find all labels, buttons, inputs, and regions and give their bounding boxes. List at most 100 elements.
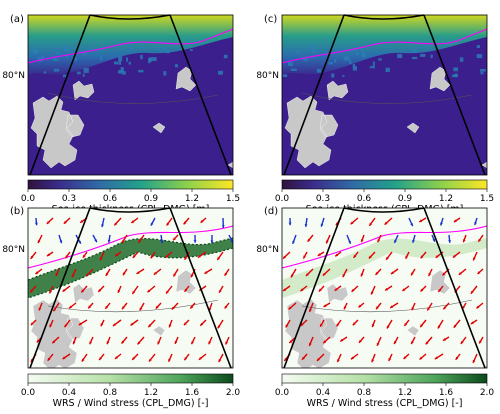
wind-arrow-head xyxy=(106,341,110,345)
wind-arrow-head xyxy=(478,238,482,242)
ice-patch xyxy=(163,71,167,76)
wind-arrow-head xyxy=(218,359,222,363)
colorbar-tick-label: 0.8 xyxy=(357,388,372,398)
ice-patch xyxy=(174,64,179,68)
wind-arrow-head xyxy=(336,323,340,327)
sector-left-edge xyxy=(283,14,345,176)
wind-arrow-head xyxy=(326,240,329,244)
latitude-label: 80°N xyxy=(256,245,279,255)
wind-arrow-head xyxy=(470,290,474,294)
wind-arrow-head xyxy=(419,356,423,360)
wind-arrow-head xyxy=(204,271,208,274)
ice-patch xyxy=(476,54,483,59)
wrs-band-texture xyxy=(28,237,233,299)
ice-patch xyxy=(155,47,160,50)
wind-arrow-head xyxy=(173,237,176,241)
wind-arrow-head xyxy=(428,273,432,277)
wind-arrow-head xyxy=(150,255,154,259)
ice-patch xyxy=(331,73,335,78)
ice-patch xyxy=(355,52,359,56)
latitude-label: 80°N xyxy=(2,71,25,81)
colorbar-tick-label: 2.0 xyxy=(480,388,495,398)
panel-c-map xyxy=(282,15,487,175)
wind-arrow-head xyxy=(473,257,476,261)
ice-patch xyxy=(165,49,170,54)
wind-arrow-head xyxy=(191,341,194,345)
wind-arrow-head xyxy=(386,256,389,260)
wrs-band xyxy=(282,238,487,298)
colorbar-tick-label: 0.0 xyxy=(275,388,290,398)
wind-arrow-head xyxy=(117,289,121,293)
ice-edge-line xyxy=(28,225,233,269)
ice-patch xyxy=(218,70,223,75)
wind-arrow-head xyxy=(437,325,441,329)
wind-arrow-head xyxy=(183,322,187,326)
wind-arrow-head xyxy=(224,305,228,309)
wind-arrow-head xyxy=(453,219,457,222)
ice-patch xyxy=(113,61,119,65)
wind-arrow-head xyxy=(472,359,476,363)
wind-arrow-head xyxy=(78,240,81,244)
wind-arrow-head xyxy=(208,341,212,345)
ice-patch xyxy=(118,56,123,62)
wind-arrow-head xyxy=(390,305,394,308)
wind-arrow-head xyxy=(65,255,69,259)
latitude-line xyxy=(47,92,219,104)
ice-patch xyxy=(55,51,60,54)
wind-arrow-head xyxy=(290,274,294,278)
latitude-label: 80°N xyxy=(256,71,279,81)
ice-patch xyxy=(43,71,47,74)
colorbar-label: WRS / Wind stress (CPL_DMG) [-] xyxy=(307,398,463,409)
ice-patch xyxy=(476,45,481,48)
wind-arrow-head xyxy=(385,287,389,291)
wind-arrow-head xyxy=(138,239,142,243)
ice-patch xyxy=(426,45,429,49)
ice-patch xyxy=(125,57,129,62)
wind-arrow-head xyxy=(198,356,202,360)
ice-patch xyxy=(52,58,59,61)
ice-patch xyxy=(117,70,122,74)
ice-patch xyxy=(312,50,316,54)
wind-arrow-head xyxy=(149,358,152,362)
wind-arrow-head xyxy=(353,254,357,258)
wind-arrow-head xyxy=(443,338,447,341)
wind-arrow-head xyxy=(386,325,390,329)
wind-arrow-head xyxy=(420,288,424,292)
colorbar-tick-label: 1.5 xyxy=(226,194,240,204)
wind-arrow-head xyxy=(157,341,161,345)
panel-a-map xyxy=(28,15,233,175)
ice-patch xyxy=(37,57,43,62)
wind-arrow-head xyxy=(59,240,63,244)
wind-arrow-head xyxy=(72,341,76,345)
wind-arrow-head xyxy=(403,356,407,359)
wind-arrow-head xyxy=(62,288,66,292)
ice-patch xyxy=(378,58,382,61)
colorbar xyxy=(281,179,488,190)
wind-arrow-head xyxy=(343,306,347,310)
wind-arrow-head xyxy=(460,340,464,344)
wind-arrow-head xyxy=(370,291,374,295)
land-mass xyxy=(30,269,233,368)
wind-arrow-head xyxy=(139,307,143,311)
wind-arrow-head xyxy=(88,305,92,309)
colorbar-tick-label: 0.4 xyxy=(62,388,77,398)
wind-arrow-head xyxy=(369,222,373,226)
wind-arrow-head xyxy=(375,271,379,275)
colorbar xyxy=(27,179,234,190)
wind-arrow-head xyxy=(309,308,312,312)
ice-patch xyxy=(361,52,365,58)
wind-arrow-head xyxy=(455,356,459,360)
wind-arrow-head xyxy=(200,219,204,223)
ice-patch xyxy=(33,49,38,54)
ice-patch xyxy=(129,46,133,51)
ice-patch xyxy=(328,61,333,65)
wind-arrow-head xyxy=(53,308,57,312)
wind-arrow-head xyxy=(289,340,293,343)
wind-arrow-head xyxy=(47,357,51,361)
sector-left-edge xyxy=(283,207,345,369)
wind-arrow-head xyxy=(132,357,136,360)
wind-arrow-head xyxy=(183,221,187,225)
wind-arrow-head xyxy=(350,221,354,225)
wind-arrow-head xyxy=(420,255,424,259)
wind-arrow-head xyxy=(317,253,321,256)
